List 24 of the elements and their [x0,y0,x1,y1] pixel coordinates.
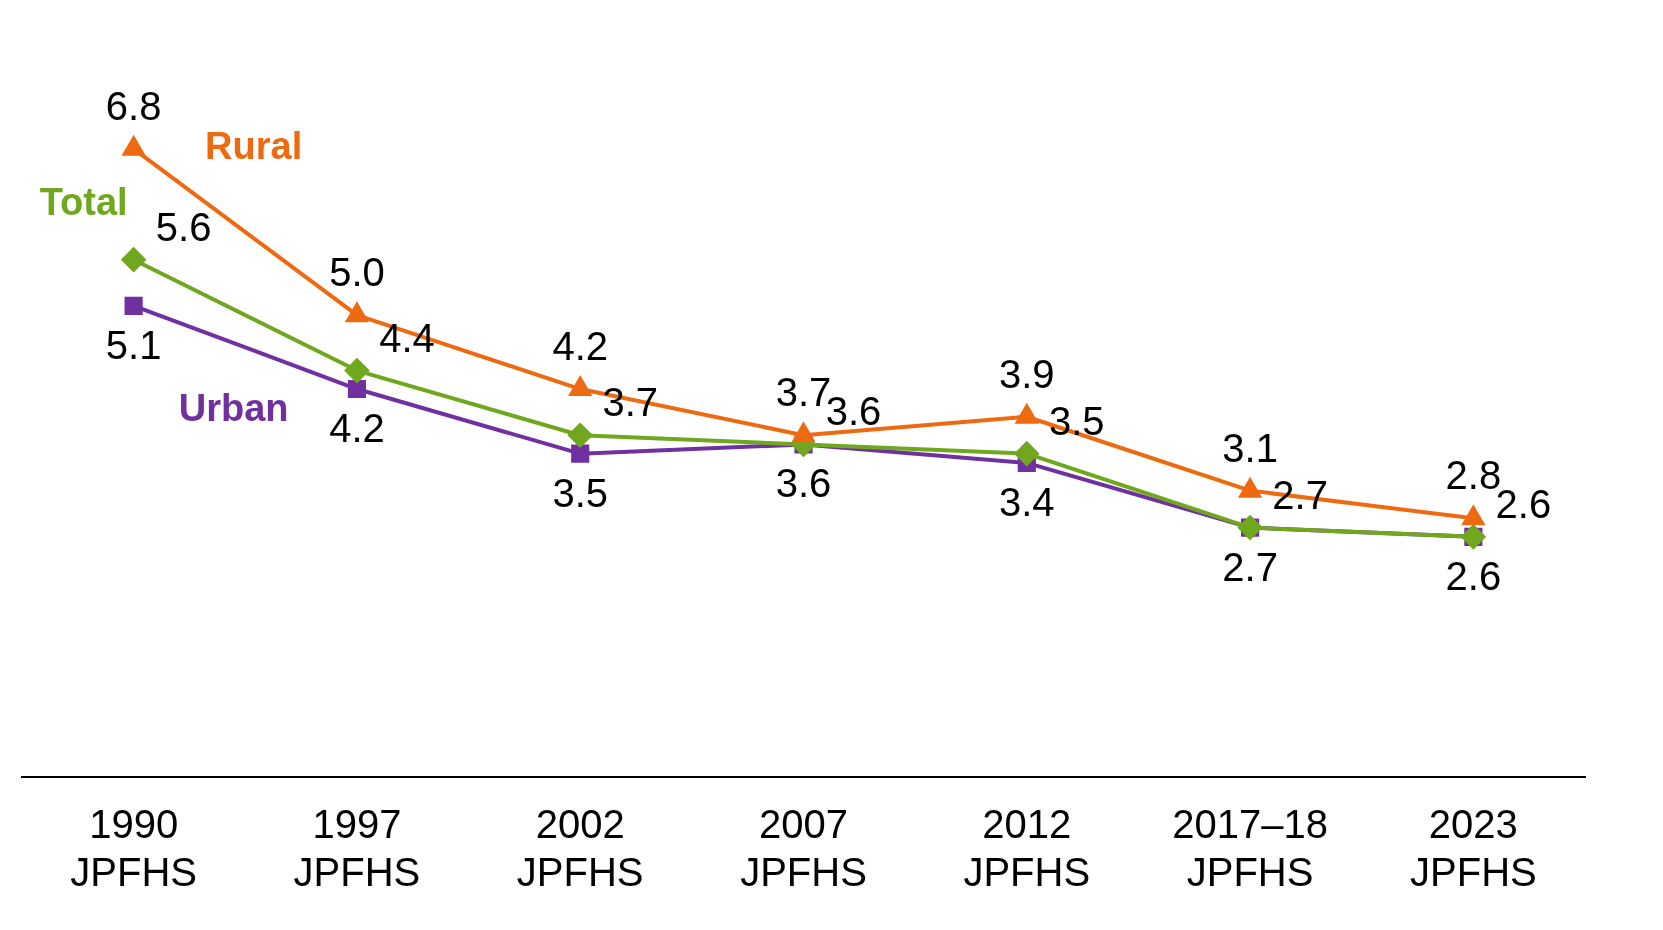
x-tick-label: 1997 JPFHS [293,802,421,895]
data-label: 3.4 [998,479,1055,524]
data-label: 5.0 [329,250,385,295]
data-label: 5.1 [105,322,162,367]
x-tick-label: 1990 JPFHS [70,802,197,895]
x-tick-label: 2012 JPFHS [963,802,1091,895]
data-label: 3.6 [775,461,832,506]
data-label: 2.6 [1445,553,1502,598]
data-label: 3.5 [552,470,609,515]
data-label: 3.9 [998,351,1055,396]
x-tick-label: 2002 JPFHS [516,802,644,895]
series-label: Urban [178,387,289,430]
data-label: 3.1 [1222,425,1278,470]
series-label: Total [39,181,128,224]
x-tick-label: 2023 JPFHS [1410,802,1537,895]
x-tick-label: 2017–18 JPFHS [1172,802,1328,895]
data-label: 4.2 [329,406,385,451]
series-label: Rural [205,125,303,168]
x-tick-label: 2007 JPFHS [740,802,867,895]
data-label: 3.5 [1048,398,1105,443]
data-label: 5.6 [155,204,212,249]
data-label: 4.2 [552,324,609,369]
data-label: 2.7 [1222,544,1278,589]
data-label: 6.8 [105,83,162,128]
